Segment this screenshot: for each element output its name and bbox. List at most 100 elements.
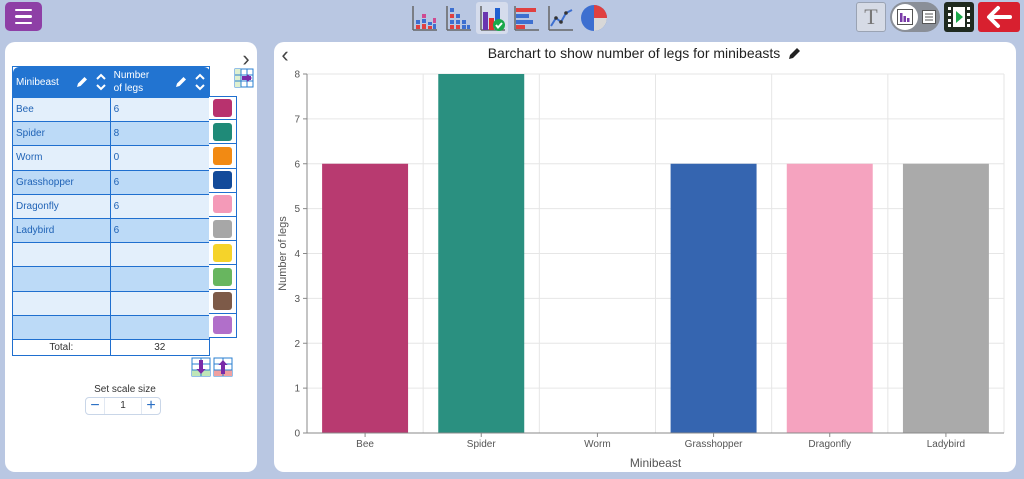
pie-chart-icon[interactable] bbox=[578, 2, 610, 34]
color-swatch-cell bbox=[209, 192, 237, 217]
edit-pencil-icon[interactable] bbox=[75, 75, 89, 89]
color-swatch-cell bbox=[209, 144, 237, 169]
text-tool-button[interactable]: T bbox=[856, 2, 886, 32]
color-swatch[interactable] bbox=[213, 316, 232, 335]
table-row: Worm 0 bbox=[12, 145, 211, 171]
number-of-legs-cell[interactable]: 8 bbox=[109, 121, 211, 147]
color-swatch-column bbox=[209, 96, 237, 338]
color-swatch[interactable] bbox=[213, 99, 232, 118]
minibeast-cell[interactable]: Ladybird bbox=[12, 217, 111, 244]
y-tick-label: 8 bbox=[294, 70, 300, 81]
y-tick-label: 0 bbox=[294, 429, 300, 440]
decrease-scale-button[interactable]: − bbox=[90, 397, 100, 414]
column-header-label: Minibeast bbox=[16, 76, 59, 88]
color-swatch-cell bbox=[209, 313, 237, 338]
number-of-legs-cell[interactable]: 6 bbox=[109, 96, 211, 123]
horizontal-bar-chart-icon[interactable] bbox=[510, 2, 542, 34]
bar-chart-icon[interactable] bbox=[476, 2, 508, 34]
number-of-legs-cell[interactable]: 6 bbox=[109, 193, 211, 219]
line-chart-icon[interactable] bbox=[544, 2, 576, 34]
scale-size-label: Set scale size bbox=[94, 384, 156, 395]
table-row bbox=[12, 314, 211, 340]
table-row bbox=[12, 290, 211, 316]
scale-size-input[interactable]: 1 bbox=[104, 398, 142, 414]
bar-spider bbox=[438, 74, 525, 433]
x-axis-title: Minibeast bbox=[630, 456, 682, 470]
color-swatch-cell bbox=[209, 289, 237, 314]
film-play-icon bbox=[946, 5, 972, 29]
toolbar-right: T bbox=[856, 2, 1020, 32]
y-tick-label: 6 bbox=[294, 159, 300, 170]
color-swatch[interactable] bbox=[213, 195, 232, 214]
stacked-bar-chart-icon[interactable] bbox=[408, 2, 440, 34]
x-tick-label: Bee bbox=[356, 439, 374, 450]
remove-row-icon[interactable] bbox=[213, 357, 233, 377]
edit-pencil-icon[interactable] bbox=[174, 75, 188, 89]
add-row-icon[interactable] bbox=[191, 357, 211, 377]
number-of-legs-cell[interactable] bbox=[109, 290, 211, 316]
collapse-panel-chevron-left-icon[interactable]: ‹ bbox=[281, 42, 289, 67]
back-arrow-icon bbox=[987, 6, 1012, 28]
number-of-legs-cell[interactable]: 6 bbox=[109, 217, 211, 244]
number-of-legs-cell[interactable]: 6 bbox=[109, 169, 211, 195]
color-swatch[interactable] bbox=[213, 267, 232, 286]
table-row: Dragonfly 6 bbox=[12, 193, 211, 219]
minibeast-cell[interactable]: Dragonfly bbox=[12, 193, 111, 219]
y-tick-label: 7 bbox=[294, 114, 300, 125]
total-row: Total: 32 bbox=[12, 338, 211, 356]
table-view-icon bbox=[920, 8, 938, 26]
color-swatch-cell bbox=[209, 241, 237, 266]
add-column-icon[interactable] bbox=[234, 68, 254, 93]
y-tick-label: 5 bbox=[294, 204, 300, 215]
y-axis-title: Number of legs bbox=[277, 216, 289, 291]
table-row: Ladybird 6 bbox=[12, 217, 211, 244]
sort-chevrons-icon[interactable] bbox=[95, 72, 107, 92]
x-tick-label: Ladybird bbox=[927, 439, 965, 450]
x-tick-label: Dragonfly bbox=[808, 439, 851, 450]
bar-chart: 0 1 2 3 4 5 6 7 8 Bee Spider Worm Grasshopper Dragonf… bbox=[277, 70, 1005, 470]
total-value: 32 bbox=[109, 338, 211, 356]
minibeast-cell[interactable]: Grasshopper bbox=[12, 169, 111, 195]
minibeast-cell[interactable]: Bee bbox=[12, 96, 111, 123]
minibeast-cell[interactable] bbox=[12, 314, 111, 340]
number-of-legs-cell[interactable] bbox=[109, 314, 211, 340]
color-swatch[interactable] bbox=[213, 219, 232, 238]
data-table: Minibeast Number of legs bbox=[12, 66, 211, 356]
bar-dragonfly bbox=[786, 163, 873, 433]
total-label: Total: bbox=[12, 338, 111, 356]
data-panel: › Minibeast bbox=[5, 42, 257, 472]
color-swatch[interactable] bbox=[213, 171, 232, 190]
x-tick-label: Spider bbox=[467, 439, 497, 450]
chart-view-icon bbox=[892, 4, 918, 30]
chart-title-row: Barchart to show number of legs for mini… bbox=[274, 45, 1016, 61]
table-row bbox=[12, 242, 211, 268]
color-swatch[interactable] bbox=[213, 243, 232, 262]
number-of-legs-cell[interactable] bbox=[109, 266, 211, 292]
color-swatch-cell bbox=[209, 216, 237, 242]
column-header-number-of-legs: Number of legs bbox=[109, 66, 211, 98]
number-of-legs-cell[interactable]: 0 bbox=[109, 145, 211, 171]
increase-scale-button[interactable]: + bbox=[146, 397, 156, 414]
table-row: Spider 8 bbox=[12, 121, 211, 147]
slideshow-button[interactable] bbox=[944, 2, 974, 32]
sort-chevrons-icon[interactable] bbox=[194, 72, 206, 92]
menu-button[interactable] bbox=[5, 2, 42, 31]
dot-plot-icon[interactable] bbox=[442, 2, 474, 34]
color-swatch[interactable] bbox=[213, 146, 232, 165]
minibeast-cell[interactable] bbox=[12, 290, 111, 316]
table-row: Bee 6 bbox=[12, 96, 211, 123]
color-swatch[interactable] bbox=[213, 292, 232, 311]
minibeast-cell[interactable] bbox=[12, 266, 111, 292]
bar-ladybird bbox=[902, 163, 989, 433]
minibeast-cell[interactable]: Worm bbox=[12, 145, 111, 171]
hamburger-menu-icon bbox=[15, 8, 32, 12]
color-swatch[interactable] bbox=[213, 122, 232, 141]
collapse-panel-chevron-right-icon[interactable]: › bbox=[242, 46, 250, 71]
view-toggle[interactable] bbox=[890, 2, 940, 32]
color-swatch-cell bbox=[209, 265, 237, 290]
edit-title-pencil-icon[interactable] bbox=[788, 46, 802, 60]
number-of-legs-cell[interactable] bbox=[109, 242, 211, 268]
minibeast-cell[interactable] bbox=[12, 242, 111, 268]
minibeast-cell[interactable]: Spider bbox=[12, 121, 111, 147]
back-button[interactable] bbox=[978, 2, 1020, 32]
